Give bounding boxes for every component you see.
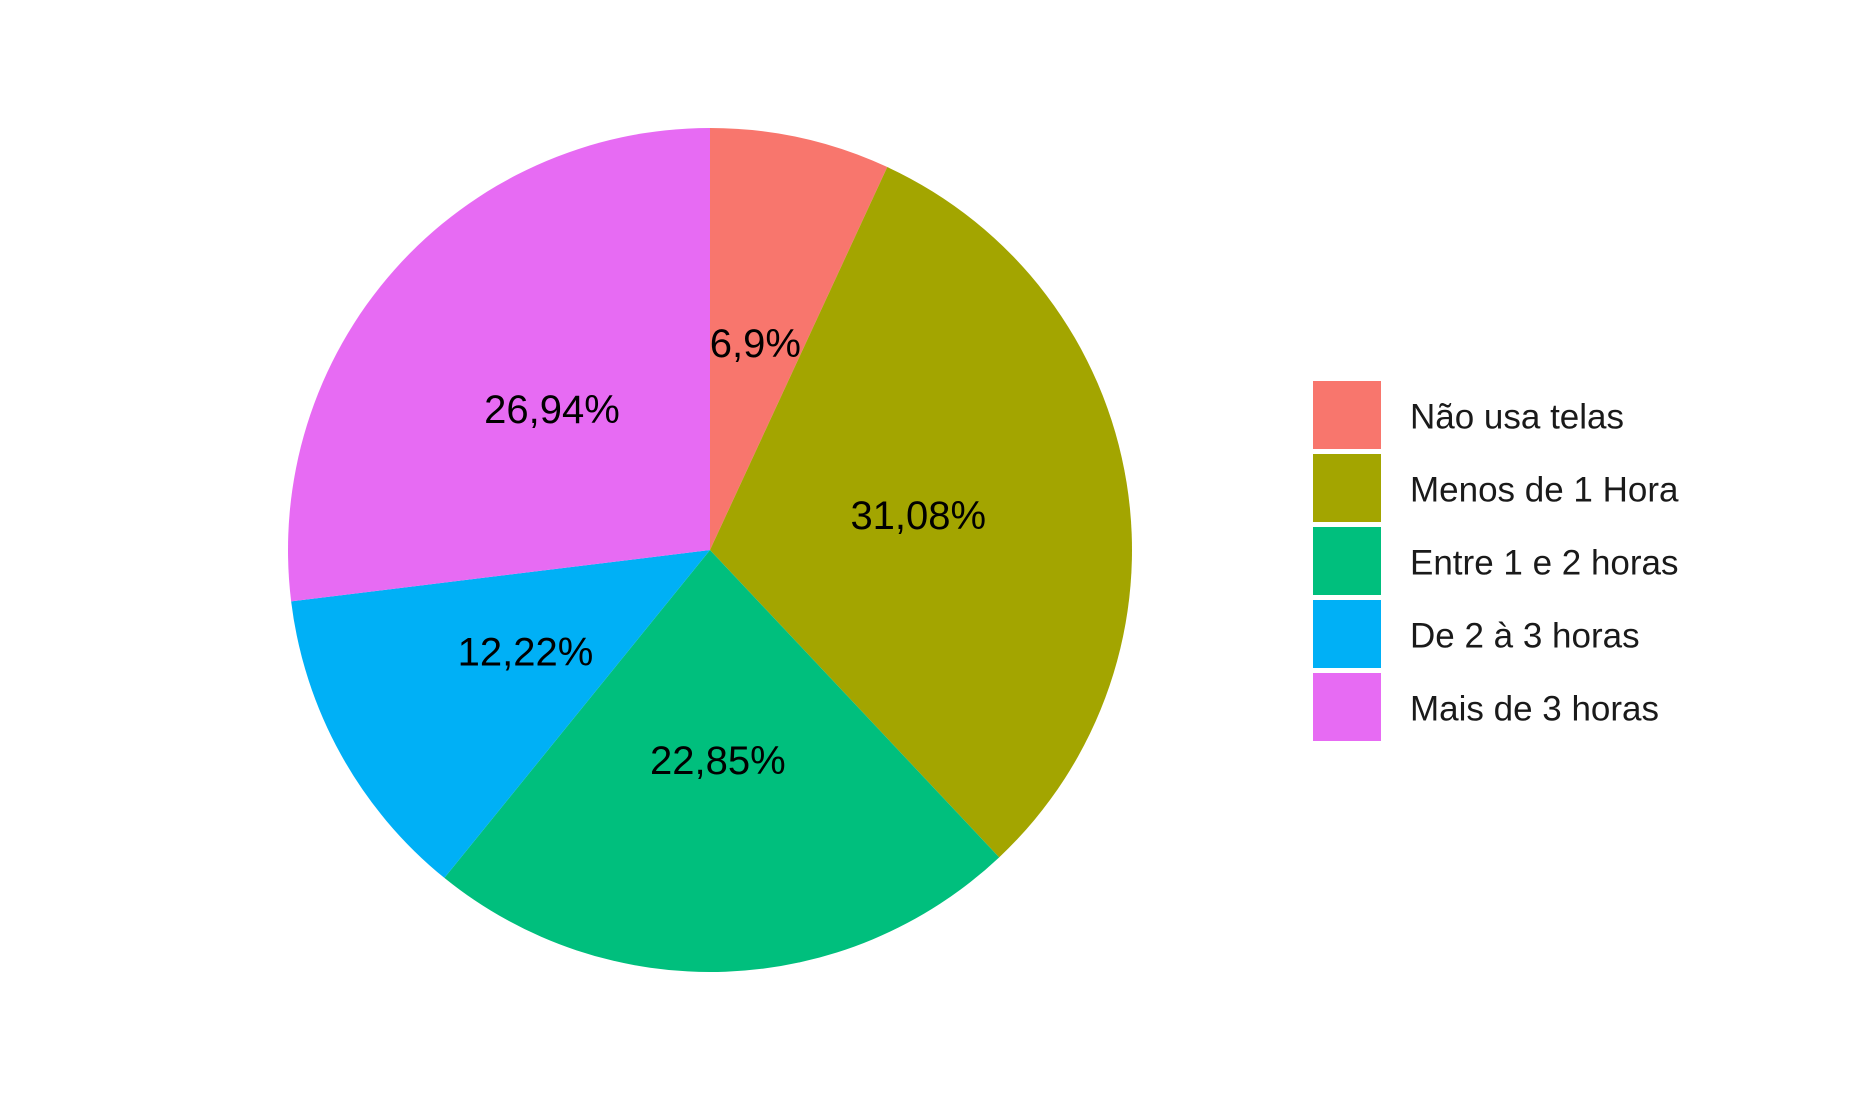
pie-slice-labels: 6,9% 31,08% 22,85% 12,22% 26,94% [458, 322, 987, 783]
legend-key [1311, 452, 1383, 524]
pie-slice [710, 167, 1132, 858]
pie-slice [288, 128, 710, 602]
legend-label: De 2 à 3 horas [1410, 617, 1640, 656]
slice-label: 12,22% [458, 630, 594, 674]
slice-label: 31,08% [850, 494, 986, 538]
pie-slices [288, 128, 1132, 972]
legend-key [1311, 525, 1383, 597]
pie-slice [291, 550, 710, 878]
legend-label: Não usa telas [1410, 398, 1624, 437]
pie-slice [710, 128, 888, 550]
legend-label: Entre 1 e 2 horas [1410, 544, 1679, 583]
slice-label: 22,85% [650, 739, 786, 783]
slice-label: 6,9% [710, 322, 801, 366]
legend-label: Mais de 3 horas [1410, 690, 1659, 729]
slice-label: 26,94% [484, 388, 620, 432]
legend-key [1311, 379, 1383, 451]
pie-slice [444, 550, 1000, 972]
legend: Não usa telas Menos de 1 Hora Entre 1 e 2… [1311, 379, 1679, 743]
legend-label: Menos de 1 Hora [1410, 471, 1679, 510]
legend-key [1311, 598, 1383, 670]
legend-key [1311, 671, 1383, 743]
